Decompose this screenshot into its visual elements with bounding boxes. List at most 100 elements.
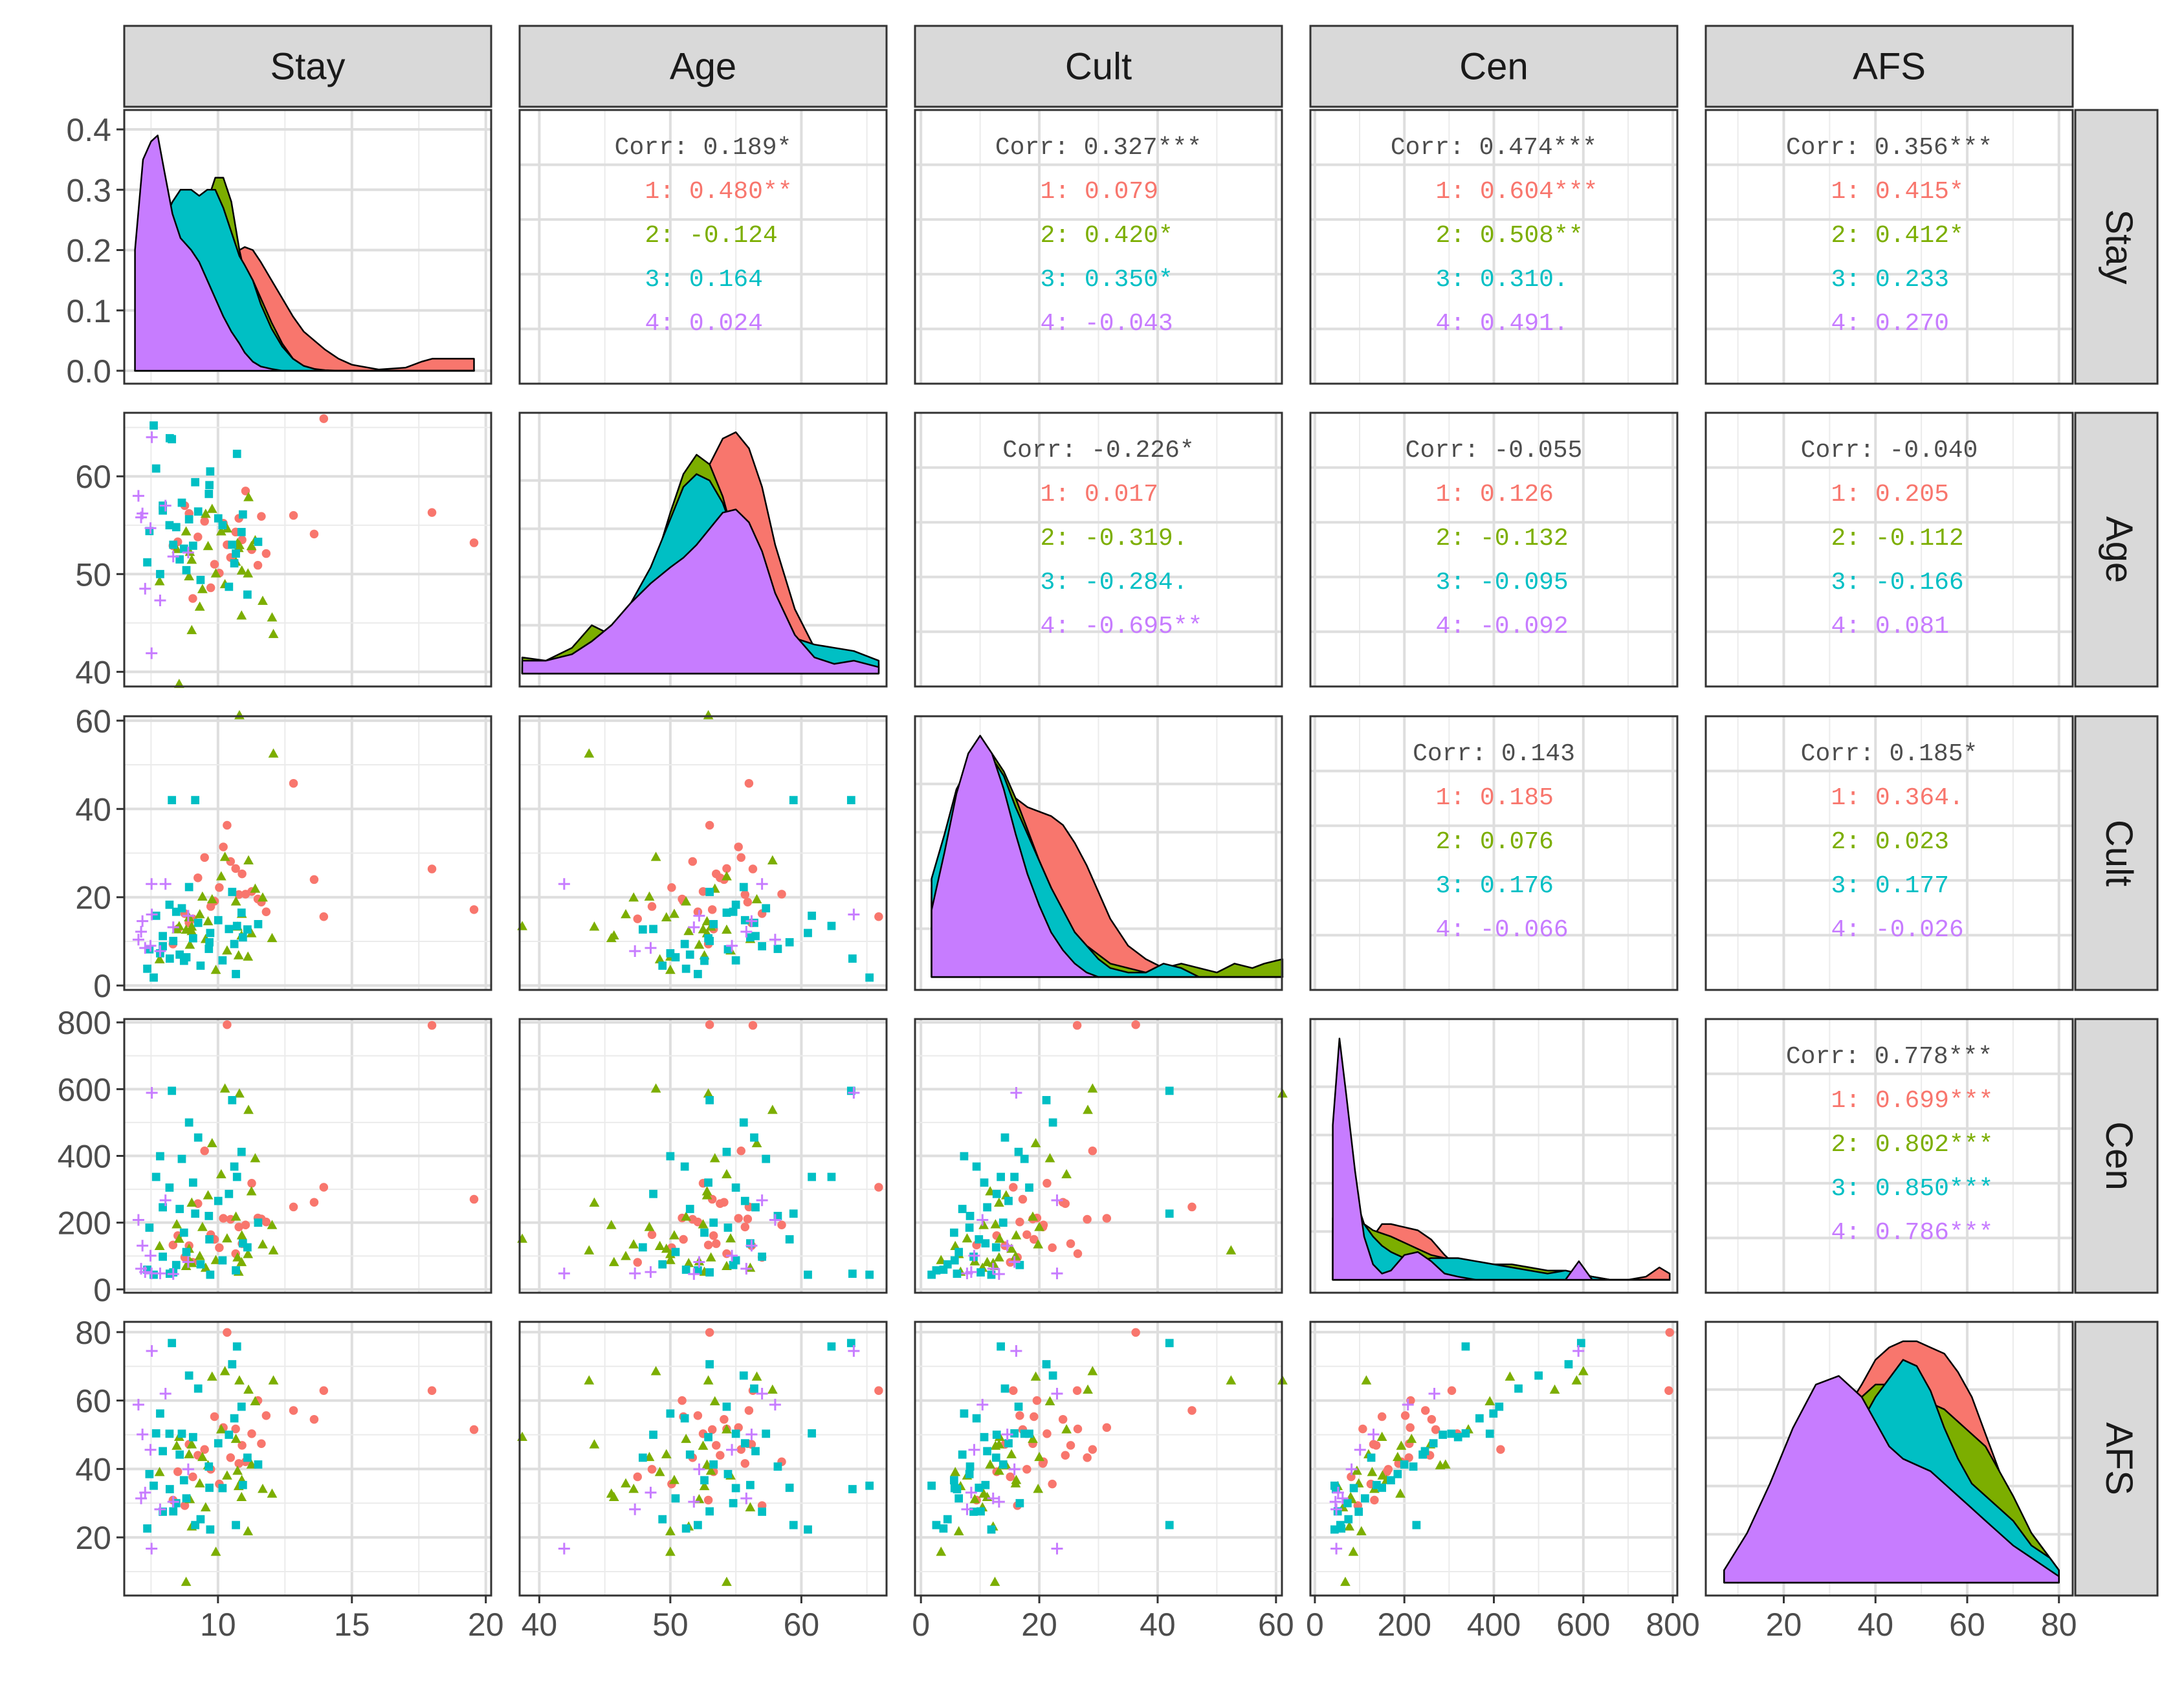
- point-group-3: [225, 925, 234, 934]
- point-group-1: [1382, 1467, 1391, 1476]
- point-group-3: [230, 559, 239, 568]
- point-group-2: [194, 1478, 205, 1487]
- point-group-2: [608, 1257, 619, 1266]
- point-group-1: [206, 583, 215, 593]
- point-group-3: [188, 934, 197, 943]
- point-group-3: [1429, 1439, 1438, 1448]
- point-group-3: [1025, 1429, 1033, 1438]
- point-group-1: [168, 1240, 178, 1249]
- point-group-3: [694, 1520, 702, 1530]
- point-group-3: [804, 928, 812, 938]
- panel-border: [1309, 1018, 1679, 1294]
- point-group-3: [143, 558, 151, 567]
- point-group-4: [159, 1194, 171, 1207]
- point-group-4: [1402, 1398, 1414, 1410]
- point-group-2: [186, 1197, 197, 1207]
- point-group-3: [740, 1196, 749, 1205]
- point-group-3: [237, 1402, 246, 1411]
- point-group-2: [181, 526, 192, 536]
- point-group-3: [177, 1429, 186, 1438]
- point-group-3: [218, 956, 227, 965]
- point-group-2: [994, 1233, 1005, 1243]
- point-group-3: [184, 1118, 193, 1127]
- point-group-3: [808, 1172, 816, 1181]
- y-axis-tick-label: 40: [75, 654, 111, 690]
- point-group-4: [146, 878, 158, 890]
- point-group-3: [1439, 1431, 1448, 1439]
- point-group-2: [606, 1220, 617, 1229]
- point-group-2: [699, 1480, 710, 1491]
- point-group-1: [744, 778, 754, 788]
- point-group-1: [874, 912, 883, 921]
- point-group-3: [666, 1409, 675, 1418]
- point-group-4: [726, 939, 738, 952]
- row-strip-age: [2074, 412, 2159, 688]
- y-axis-tick-label: 0: [93, 968, 111, 1004]
- point-group-2: [694, 939, 705, 949]
- point-group-4: [1010, 1087, 1022, 1099]
- point-group-3: [1461, 1429, 1470, 1438]
- point-group-2: [654, 1467, 665, 1476]
- point-group-2: [186, 1439, 197, 1449]
- point-group-1: [647, 1465, 657, 1474]
- point-group-1: [193, 532, 203, 542]
- point-group-3: [722, 908, 731, 917]
- point-group-2: [709, 1153, 720, 1163]
- point-group-2: [1376, 1431, 1387, 1441]
- point-group-2: [767, 855, 778, 865]
- point-group-3: [143, 964, 151, 973]
- point-group-2: [589, 1197, 600, 1207]
- density-group-4: [1332, 1037, 1671, 1281]
- point-group-1: [1061, 1451, 1070, 1460]
- point-group-1: [707, 1425, 717, 1434]
- point-group-1: [1066, 1441, 1075, 1450]
- y-axis-tick-label: 60: [75, 459, 111, 495]
- point-group-2: [621, 1478, 631, 1487]
- point-group-3: [709, 919, 718, 928]
- point-group-2: [650, 1083, 661, 1093]
- point-group-1: [712, 869, 721, 879]
- point-group-3: [746, 1480, 755, 1489]
- point-group-2: [725, 1233, 736, 1243]
- panel-cen-cen: [1309, 1018, 1679, 1294]
- x-axis-tick-label: 60: [1258, 1607, 1294, 1643]
- y-axis-tick-label: 80: [75, 1315, 111, 1351]
- point-group-3: [1409, 1462, 1418, 1471]
- column-strip-label: Age: [670, 46, 736, 88]
- point-group-2: [236, 1257, 247, 1266]
- corr-group-2: 2: 0.802***: [1831, 1131, 1994, 1159]
- point-group-2: [173, 1233, 184, 1243]
- point-group-2: [1083, 1384, 1093, 1394]
- point-group-2: [197, 584, 208, 593]
- point-group-3: [237, 527, 246, 536]
- point-group-1: [231, 1424, 240, 1434]
- point-group-1: [1102, 1214, 1112, 1223]
- point-group-1: [257, 1439, 266, 1448]
- panel-afs-age: [517, 1321, 888, 1597]
- point-group-2: [233, 950, 244, 960]
- point-group-2: [969, 1493, 980, 1504]
- point-group-3: [680, 939, 689, 949]
- panel-stay-stay: [123, 109, 492, 385]
- corr-group-1: 1: 0.079: [1041, 178, 1158, 206]
- panel-stay-cen: Corr: 0.474*** 1: 0.604*** 2: 0.508** 3: 0.…: [1309, 109, 1679, 385]
- point-group-4: [1051, 1194, 1063, 1207]
- point-group-4: [1008, 1256, 1020, 1268]
- point-group-3: [149, 973, 158, 982]
- point-group-4: [848, 1344, 860, 1357]
- point-group-3: [1489, 1409, 1498, 1418]
- point-group-2: [669, 908, 679, 918]
- point-group-3: [243, 1243, 252, 1252]
- point-group-3: [165, 1429, 174, 1438]
- x-axis-tick-label: 800: [1646, 1607, 1699, 1643]
- point-group-2: [268, 748, 279, 758]
- point-group-3: [705, 888, 714, 896]
- point-group-1: [740, 1459, 750, 1468]
- point-group-2: [222, 945, 232, 955]
- point-group-3: [758, 1252, 766, 1261]
- point-group-2: [1435, 1460, 1446, 1469]
- point-group-3: [228, 1095, 237, 1104]
- point-group-2: [1083, 1104, 1093, 1114]
- point-group-3: [165, 1183, 174, 1192]
- point-group-3: [232, 1266, 240, 1275]
